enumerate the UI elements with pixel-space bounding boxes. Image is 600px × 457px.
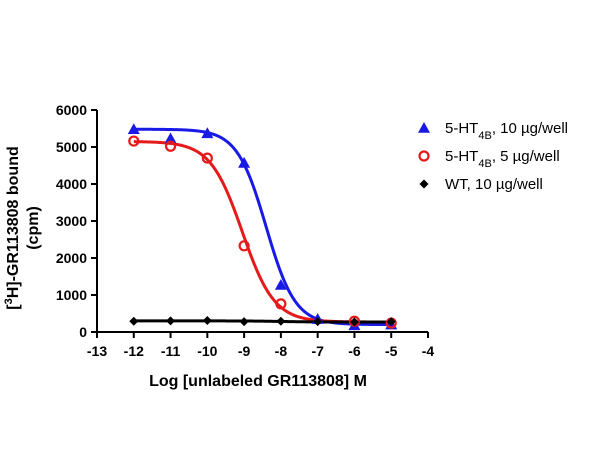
fit-curve-0 bbox=[133, 127, 392, 327]
legend-marker-2 bbox=[419, 179, 429, 189]
y-tick-label-4: 4000 bbox=[56, 176, 87, 192]
point-s1-0 bbox=[128, 135, 140, 147]
axes: -13 -12 -11 -10 -9 -8 -7 -6 -5 -4 0 1000 2000 3000 400… bbox=[56, 102, 435, 359]
fit-curves bbox=[133, 127, 392, 327]
x-tick-label-7: -6 bbox=[348, 343, 361, 359]
point-s2-5 bbox=[313, 317, 323, 327]
point-s0-2 bbox=[201, 127, 214, 139]
x-tick-label-4: -9 bbox=[238, 343, 251, 359]
point-s1-4 bbox=[275, 298, 287, 310]
x-tick-label-3: -10 bbox=[197, 343, 217, 359]
y-tick-label-0: 0 bbox=[79, 324, 87, 340]
legend-item-0: 5-HT4B, 10 µg/well bbox=[445, 120, 568, 142]
point-s0-3 bbox=[238, 156, 251, 168]
legend-item-1: 5-HT4B, 5 µg/well bbox=[445, 148, 560, 170]
x-tick-label-6: -7 bbox=[311, 343, 324, 359]
y-axis-label: [3H]-GR113808 bound (cpm) bbox=[3, 146, 42, 309]
y-axis-label-line2: (cpm) bbox=[25, 206, 42, 250]
point-s1-1 bbox=[164, 140, 177, 152]
legend-label-1: 5-HT4B, 5 µg/well bbox=[445, 148, 560, 170]
x-axis-label: Log [unlabeled GR113808] M bbox=[149, 373, 367, 390]
legend-item-2: WT, 10 µg/well bbox=[445, 176, 543, 193]
legend: 5-HT4B, 10 µg/well 5-HT4B, 5 µg/well WT,… bbox=[445, 120, 568, 193]
legend-marker-0 bbox=[418, 122, 430, 133]
x-tick-label-9: -4 bbox=[422, 343, 435, 359]
point-s2-2 bbox=[202, 316, 212, 326]
legend-marker-1 bbox=[418, 150, 430, 162]
x-tick-label-0: -13 bbox=[87, 343, 107, 359]
point-s0-0 bbox=[127, 123, 140, 135]
point-s1-3 bbox=[238, 240, 250, 252]
point-s1-2 bbox=[201, 152, 213, 164]
y-tick-label-1: 1000 bbox=[56, 287, 87, 303]
point-s0-4 bbox=[274, 279, 287, 290]
fit-curve-1 bbox=[133, 140, 392, 324]
point-s2-6 bbox=[349, 317, 359, 327]
x-tick-label-8: -5 bbox=[385, 343, 398, 359]
legend-label-2: WT, 10 µg/well bbox=[445, 176, 543, 193]
fit-curve-2 bbox=[133, 319, 392, 324]
y-axis-label-line1: [3H]-GR113808 bound bbox=[3, 146, 22, 309]
y-tick-label-2: 2000 bbox=[56, 250, 87, 266]
point-s2-7 bbox=[386, 317, 396, 327]
x-tick-label-1: -12 bbox=[124, 343, 144, 359]
x-tick-label-2: -11 bbox=[161, 343, 181, 359]
point-s2-1 bbox=[166, 316, 176, 326]
legend-label-0: 5-HT4B, 10 µg/well bbox=[445, 120, 568, 142]
point-s2-0 bbox=[129, 316, 139, 326]
y-tick-label-3: 3000 bbox=[56, 213, 87, 229]
point-s2-4 bbox=[276, 316, 286, 326]
point-s0-1 bbox=[164, 132, 177, 144]
point-s2-3 bbox=[239, 317, 249, 327]
y-tick-label-6: 6000 bbox=[56, 102, 87, 118]
legend-markers bbox=[418, 122, 430, 189]
data-markers bbox=[127, 123, 398, 331]
y-tick-label-5: 5000 bbox=[56, 139, 87, 155]
x-tick-label-5: -8 bbox=[275, 343, 288, 359]
